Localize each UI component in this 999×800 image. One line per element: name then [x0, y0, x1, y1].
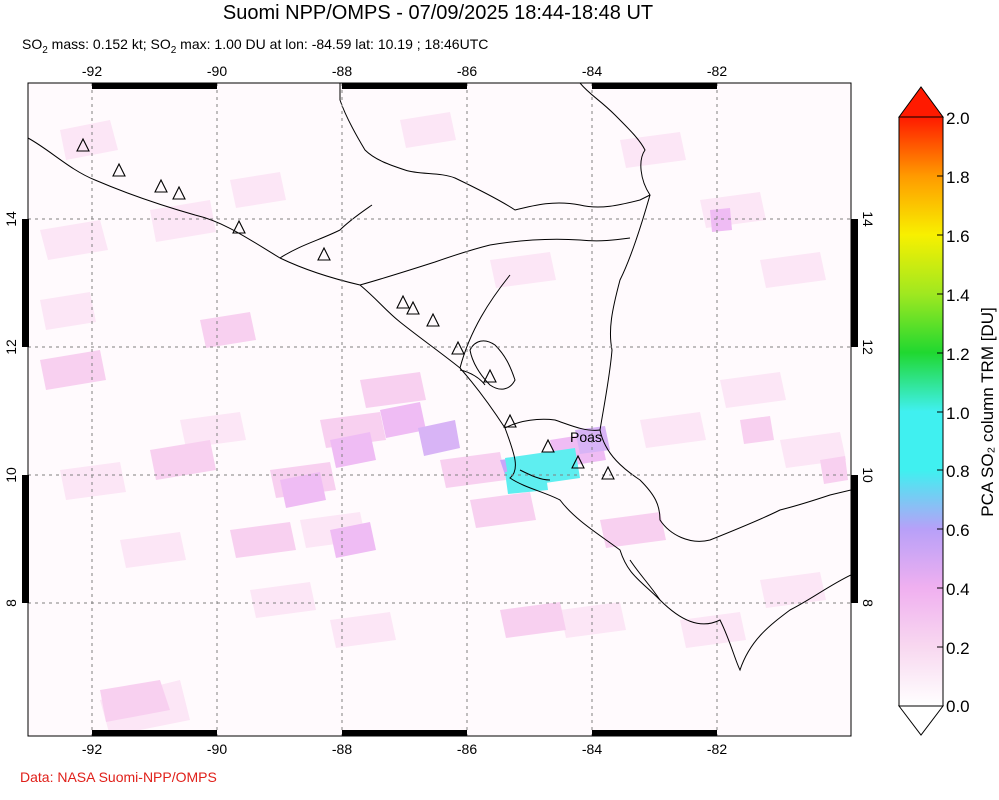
svg-text:1.6: 1.6 — [946, 227, 970, 246]
lon-labels-bottom: -92 -90 -88 -86 -84 -82 — [82, 741, 727, 757]
volcano-icon — [601, 465, 615, 480]
svg-text:14: 14 — [860, 211, 876, 227]
data-credit: Data: NASA Suomi-NPP/OMPS — [20, 769, 217, 785]
svg-text:-88: -88 — [332, 63, 352, 79]
colorbar-title: PCA SO₂ column TRM [DU] — [978, 307, 997, 516]
svg-text:8: 8 — [3, 599, 19, 607]
so2-pixels — [40, 112, 848, 736]
volcano-icon — [571, 454, 585, 469]
volcano-icon — [76, 137, 90, 152]
svg-text:1.0: 1.0 — [946, 404, 970, 423]
svg-text:10: 10 — [3, 467, 19, 483]
svg-text:-82: -82 — [707, 741, 727, 757]
volcano-icon — [154, 178, 168, 193]
coastlines — [28, 83, 851, 672]
volcano-icon — [483, 368, 497, 383]
svg-text:8: 8 — [860, 599, 876, 607]
volcano-icon — [406, 300, 420, 315]
svg-text:-92: -92 — [82, 741, 102, 757]
volcano-icon — [396, 294, 410, 309]
volcano-markers — [76, 137, 615, 480]
volcano-icon — [232, 219, 246, 234]
svg-text:14: 14 — [3, 211, 19, 227]
volcano-icon — [541, 438, 555, 453]
lat-labels-right: 14 12 10 8 — [860, 211, 876, 607]
volcano-icon — [112, 162, 126, 177]
svg-text:1.8: 1.8 — [946, 168, 970, 187]
svg-text:0.6: 0.6 — [946, 521, 970, 540]
svg-text:10: 10 — [860, 467, 876, 483]
svg-text:-88: -88 — [332, 741, 352, 757]
svg-text:2.0: 2.0 — [946, 109, 970, 128]
svg-text:-86: -86 — [457, 63, 477, 79]
svg-text:12: 12 — [860, 339, 876, 355]
svg-text:-84: -84 — [582, 63, 602, 79]
colorbar-gradient — [898, 116, 944, 707]
svg-text:0.0: 0.0 — [946, 697, 970, 716]
volcano-label-poas: Poas — [570, 429, 602, 445]
svg-text:1.2: 1.2 — [946, 345, 970, 364]
svg-text:-90: -90 — [207, 63, 227, 79]
colorbar: 2.0 1.8 1.6 1.4 1.2 1.0 0.8 0.6 0.4 0.2 … — [897, 86, 997, 736]
volcano-icon — [503, 413, 517, 428]
svg-text:1.4: 1.4 — [946, 286, 970, 305]
so2-summary: SO2 mass: 0.152 kt; SO2 max: 1.00 DU at … — [22, 36, 489, 56]
frame-bars — [22, 83, 858, 736]
svg-text:-82: -82 — [707, 63, 727, 79]
lon-labels-top: -92 -90 -88 -86 -84 -82 — [82, 63, 727, 79]
svg-text:0.8: 0.8 — [946, 462, 970, 481]
volcano-icon — [172, 185, 186, 200]
svg-text:-86: -86 — [457, 741, 477, 757]
map-title: Suomi NPP/OMPS - 07/09/2025 18:44-18:48 … — [222, 2, 654, 24]
volcano-icon — [317, 246, 331, 261]
lat-labels-left: 14 12 10 8 — [3, 211, 19, 607]
svg-text:-90: -90 — [207, 741, 227, 757]
colorbar-bottom-arrow — [897, 705, 945, 736]
svg-text:0.4: 0.4 — [946, 580, 970, 599]
svg-text:0.2: 0.2 — [946, 639, 970, 658]
svg-text:-92: -92 — [82, 63, 102, 79]
colorbar-top-arrow — [898, 86, 944, 118]
volcano-icon — [451, 340, 465, 355]
volcano-icon — [426, 312, 440, 327]
svg-text:-84: -84 — [582, 741, 602, 757]
svg-text:12: 12 — [3, 339, 19, 355]
